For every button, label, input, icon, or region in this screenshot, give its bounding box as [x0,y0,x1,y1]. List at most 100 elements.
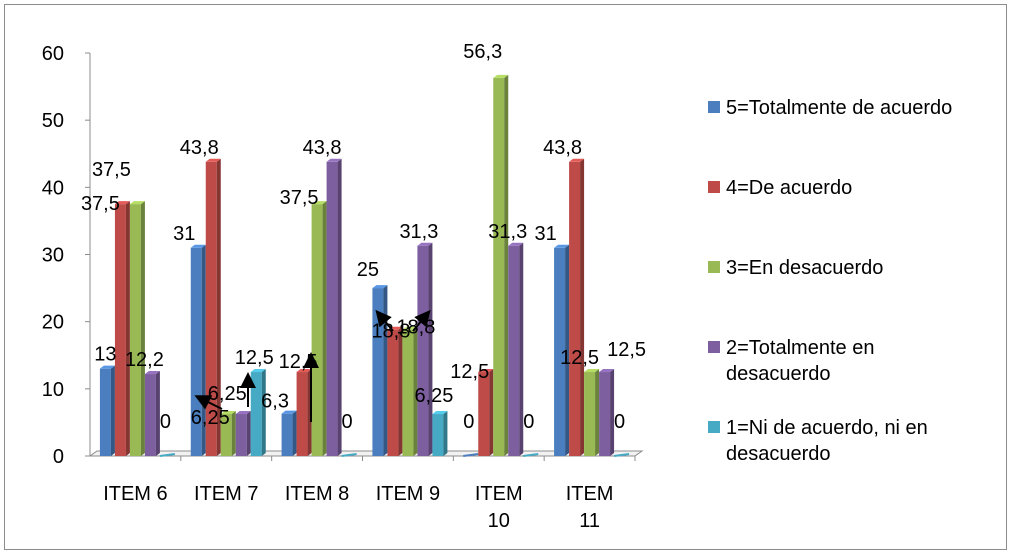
bar-top [372,285,388,289]
legend-swatch [708,341,720,353]
bar [554,247,566,456]
data-label: 6,25 [191,407,230,429]
bar-top [478,369,494,373]
bar-top [235,411,251,415]
bar [387,329,399,456]
legend-label: 4=De acuerdo [726,177,853,199]
x-tick-label: 11 [579,510,600,532]
data-label: 0 [160,411,171,433]
bar [281,413,293,456]
y-tick-label: 0 [53,446,64,468]
legend-item-en-desacuerdo: 3=En desacuerdo [708,255,1006,281]
y-tick-label: 20 [42,312,64,334]
bar-side [155,371,160,456]
legend: 5=Totalmente de acuerdo 4=De acuerdo 3=E… [708,0,1008,554]
x-tick-label: ITEM 8 [285,483,349,505]
bar-top [205,158,221,162]
bar-side [231,411,236,456]
bar-side [125,201,130,456]
bar-top [114,201,130,205]
bar-top [554,244,570,248]
bar-zero [463,453,479,457]
bars [99,74,630,457]
legend-swatch [708,261,720,273]
bar-side [292,410,297,456]
bar-top [432,411,448,415]
data-label: 37,5 [280,187,319,209]
bar [190,247,202,456]
data-label: 31,3 [399,221,438,243]
bar-side [595,369,600,456]
bar-side [110,365,115,456]
bar-side [398,326,403,456]
data-label: 6,25 [414,385,453,407]
bar [205,161,217,456]
annotation-arrows [194,309,431,422]
bar [372,288,384,456]
bar-top [190,244,206,248]
data-label: 43,8 [303,137,342,159]
legend-swatch [708,181,720,193]
data-label: 0 [614,411,625,433]
bar-zero [613,453,630,457]
bar-side [337,158,342,456]
x-tick-label: ITEM 7 [194,483,258,505]
bar-top [326,158,342,162]
bar-top [220,411,236,415]
x-tick-label: ITEM 9 [376,483,440,505]
legend-item-de-acuerdo: 4=De acuerdo [708,175,1006,201]
bar-top [584,369,600,373]
x-tick-label: ITEM 6 [103,483,167,505]
bar [402,329,414,456]
bar-side [489,369,494,456]
bar-top [144,371,160,375]
bar [220,414,232,456]
data-label: 12,5 [607,339,646,361]
data-label: 12,5 [235,347,274,369]
x-tick-label: ITEM [475,483,523,505]
data-label: 0 [463,411,474,433]
y-tick-label: 40 [42,177,64,199]
bar [129,204,141,456]
data-label: 12,5 [560,347,599,369]
data-label: 25 [357,259,379,281]
annotation-arrow [375,309,394,332]
bar-side [519,242,524,456]
y-tick-label: 30 [42,245,64,267]
data-label: 31 [173,223,195,245]
data-label: 0 [523,411,534,433]
y-tick-label: 60 [42,43,64,65]
bar-side [261,369,266,456]
data-label: 43,8 [543,137,582,159]
bar-top [250,369,266,373]
bar-zero [341,453,357,457]
bar-side [413,326,418,456]
bar-side [610,369,615,456]
bar [584,372,596,456]
data-labels: 13316,32503137,543,812,518,812,543,837,5… [81,41,646,433]
bar-top [417,242,433,246]
data-label: 56,3 [463,41,502,63]
bar-top [599,369,615,373]
legend-item-totalmente-en-desacuerdo: 2=Totalmente en desacuerdo [708,335,926,387]
y-tick-label: 50 [42,110,64,132]
legend-label: 3=En desacuerdo [726,257,884,279]
bar [114,204,126,456]
bar [569,161,581,456]
legend-label: 1=Ni de acuerdo, ni en desacuerdo [726,417,928,465]
bar-top [508,242,524,246]
legend-label: 5=Totalmente de acuerdo [726,97,953,119]
bar [235,414,247,456]
bar-top [569,158,585,162]
bar-side [246,411,251,456]
bar-side [428,242,433,456]
legend-item-totalmente-de-acuerdo: 5=Totalmente de acuerdo [708,95,1006,121]
data-label: 13 [94,344,116,366]
bar-zero [523,453,539,457]
annotation-arrow [412,309,431,332]
bar [99,368,111,456]
bar [250,372,262,456]
bar [508,245,520,456]
x-tick-label: ITEM [566,483,614,505]
